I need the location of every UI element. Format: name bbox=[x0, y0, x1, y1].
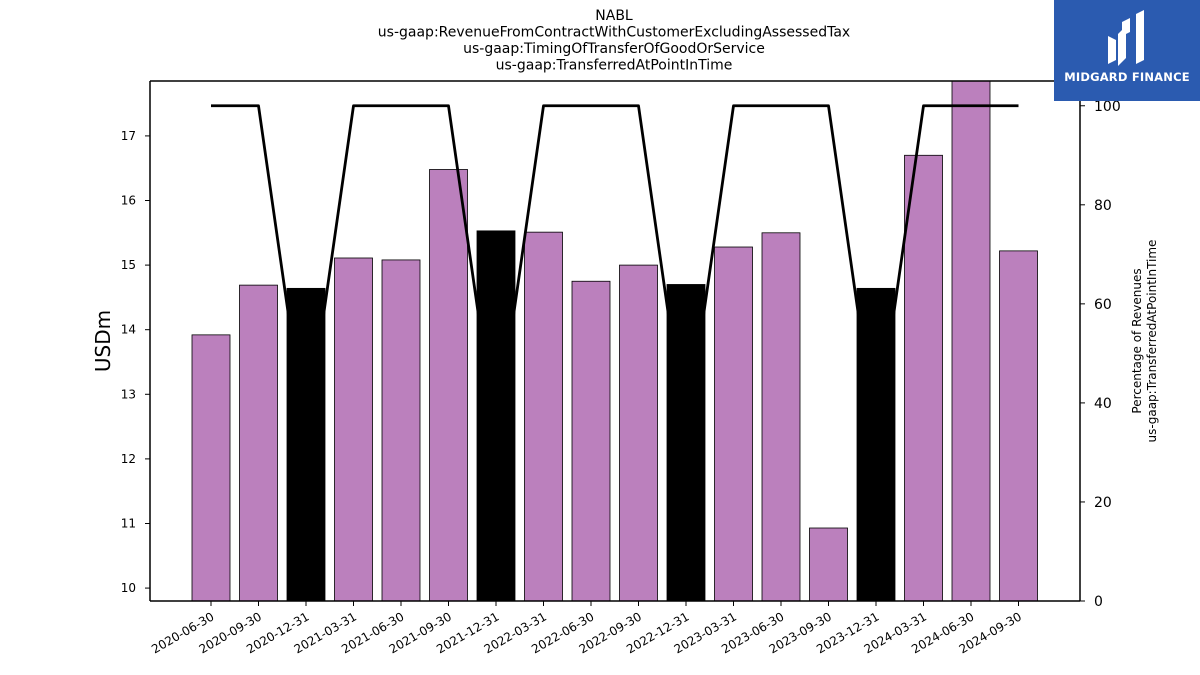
x-axis-ticks: 2020-06-302020-09-302020-12-312021-03-31… bbox=[149, 601, 1024, 656]
y-tick-label-12: 12 bbox=[121, 452, 136, 466]
y-axis-right-label-line-1: us-gaap:TransferredAtPointInTime bbox=[1145, 240, 1159, 443]
bar-2022-03-31 bbox=[524, 231, 563, 601]
y-axis-left-ticks: 10 11 12 13 14 15 16 17 bbox=[121, 129, 150, 595]
bar-2024-06-30 bbox=[951, 81, 991, 601]
percentage-line-series bbox=[211, 104, 1019, 439]
title-line-1: us-gaap:RevenueFromContractWithCustomerE… bbox=[378, 25, 850, 41]
logo-mark-icon bbox=[1108, 10, 1144, 66]
y-tick-label-13: 13 bbox=[121, 387, 136, 401]
bar-2024-03-31 bbox=[904, 154, 943, 601]
percentage-line bbox=[211, 104, 1019, 439]
y-axis-left-label: USDm bbox=[91, 310, 115, 372]
title-line-0: NABL bbox=[595, 8, 633, 24]
bar-2020-09-30 bbox=[239, 284, 278, 601]
y-tick-label-14: 14 bbox=[121, 323, 136, 337]
y-tick-label-15: 15 bbox=[121, 258, 136, 272]
bar-2024-09-30 bbox=[999, 250, 1038, 601]
title-line-3: us-gaap:TransferredAtPointInTime bbox=[496, 58, 733, 74]
bar-2023-06-30 bbox=[761, 232, 801, 601]
bar-2022-06-30 bbox=[571, 280, 611, 601]
y-tick-label-17: 17 bbox=[121, 129, 136, 143]
y-tick-label-16: 16 bbox=[121, 194, 136, 208]
bar-2022-09-30 bbox=[619, 264, 658, 601]
chart-title: NABLus-gaap:RevenueFromContractWithCusto… bbox=[378, 8, 850, 74]
bar-2021-12-31 bbox=[476, 230, 516, 601]
title-line-2: us-gaap:TimingOfTransferOfGoodOrService bbox=[463, 41, 765, 57]
y-axis-right-label-line-0: Percentage of Revenues bbox=[1130, 268, 1144, 413]
bar-series bbox=[191, 81, 1038, 601]
y2-tick-label-0: 0 bbox=[1094, 594, 1103, 610]
bar-2023-09-30 bbox=[809, 527, 848, 601]
axes bbox=[149, 80, 1081, 602]
logo-text: MIDGARD FINANCE bbox=[1064, 70, 1190, 84]
y2-tick-label-40: 40 bbox=[1094, 396, 1112, 412]
y-tick-label-10: 10 bbox=[121, 581, 136, 595]
bar-2022-12-31 bbox=[666, 284, 706, 601]
y2-tick-label-100: 100 bbox=[1094, 99, 1121, 115]
y-axis-right-ticks: 0 20 40 60 80 100 bbox=[1080, 99, 1121, 610]
midgard-finance-logo: MIDGARD FINANCE bbox=[1054, 0, 1200, 101]
bar-2023-03-31 bbox=[714, 246, 753, 601]
bar-2021-06-30 bbox=[381, 259, 421, 601]
y2-tick-label-80: 80 bbox=[1094, 198, 1112, 214]
bar-2021-03-31 bbox=[334, 257, 373, 601]
y2-tick-label-20: 20 bbox=[1094, 495, 1112, 511]
y-tick-label-11: 11 bbox=[121, 516, 136, 530]
bar-2020-06-30 bbox=[191, 334, 231, 601]
y2-tick-label-60: 60 bbox=[1094, 297, 1112, 313]
bar-2021-09-30 bbox=[429, 169, 468, 601]
axis-labels: USDm Percentage of Revenues us-gaap:Transf… bbox=[91, 240, 1159, 443]
